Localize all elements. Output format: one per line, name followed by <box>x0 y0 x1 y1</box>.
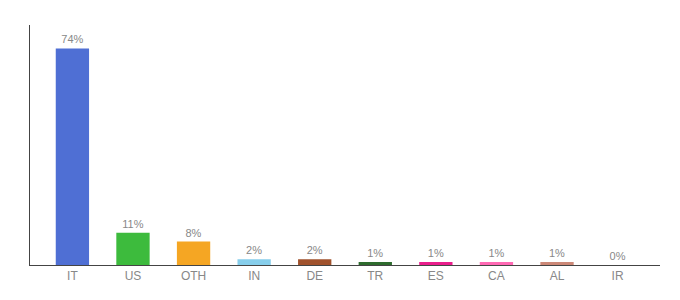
svg-text:IN: IN <box>248 269 260 283</box>
svg-text:0%: 0% <box>610 250 626 262</box>
svg-text:11%: 11% <box>122 218 143 230</box>
svg-text:1%: 1% <box>549 247 565 259</box>
svg-text:1%: 1% <box>367 247 383 259</box>
svg-text:ES: ES <box>428 269 444 283</box>
svg-text:TR: TR <box>367 269 383 283</box>
svg-text:AL: AL <box>550 269 565 283</box>
svg-text:US: US <box>125 269 142 283</box>
svg-text:1%: 1% <box>428 247 444 259</box>
svg-text:DE: DE <box>306 269 323 283</box>
svg-text:2%: 2% <box>246 244 262 256</box>
svg-text:IT: IT <box>67 269 78 283</box>
svg-text:8%: 8% <box>186 227 202 239</box>
svg-text:74%: 74% <box>61 33 83 45</box>
svg-text:OTH: OTH <box>181 269 206 283</box>
svg-text:CA: CA <box>488 269 505 283</box>
svg-text:IR: IR <box>612 269 624 283</box>
svg-text:1%: 1% <box>488 247 504 259</box>
svg-text:2%: 2% <box>307 244 323 256</box>
